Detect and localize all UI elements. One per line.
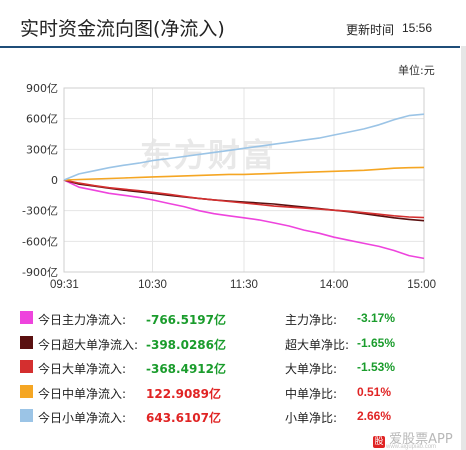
x-tick-label: 11:30 (230, 279, 258, 291)
legend-label: 今日大单净流入: (38, 362, 127, 376)
ratio-value: 2.66% (357, 409, 392, 423)
x-tick-label: 09:31 (50, 279, 79, 291)
logo-mark-icon: 股 (373, 436, 385, 448)
y-tick-label: -600亿 (22, 235, 58, 248)
legend-value: 122.9089亿 (146, 386, 222, 401)
series-layer (63, 113, 425, 260)
legend-swatch (20, 384, 33, 398)
ratio-value: 0.51% (357, 384, 392, 399)
legend-swatch (20, 409, 33, 422)
y-tick-label: 0 (51, 174, 58, 187)
y-tick-label: 300亿 (26, 143, 58, 156)
chart-header: 实时资金流向图(净流入) 更新时间 15:56 (0, 0, 460, 48)
update-time-value: 15:56 (402, 21, 433, 35)
ratio-value: -3.17% (357, 311, 396, 325)
series-line (63, 179, 425, 222)
legend-swatch (20, 335, 33, 349)
series-line (63, 179, 425, 219)
ratio-value: -1.65% (357, 335, 396, 350)
legend-swatch (20, 360, 33, 373)
legend-label: 今日小单净流入: (38, 411, 127, 425)
logo-url: www.aigupiao.com (386, 444, 437, 450)
series-line (63, 179, 425, 260)
legend-value: -766.5197亿 (146, 313, 226, 327)
legend-label: 今日超大单净流入: (38, 337, 139, 352)
y-tick-label: 600亿 (26, 113, 58, 126)
legend-value: -368.4912亿 (146, 362, 226, 376)
y-tick-label: -300亿 (22, 205, 58, 218)
ratio-label: 大单净比: (285, 362, 338, 376)
y-tick-label: 900亿 (26, 82, 58, 95)
watermark-logo: 东方财富 (140, 136, 277, 174)
y-tick-label: -900亿 (22, 266, 58, 279)
chart-title: 实时资金流向图(净流入) (20, 18, 225, 40)
ratio-label: 小单净比: (285, 411, 338, 425)
ratio-value: -1.53% (357, 360, 396, 374)
logo-text: 爱股票APP (389, 432, 453, 447)
unit-label: 单位:元 (398, 64, 435, 77)
update-time-label: 更新时间 (346, 23, 395, 37)
x-tick-label: 15:00 (407, 279, 436, 291)
x-tick-label: 14:00 (320, 279, 349, 291)
aigupiao-logo: 股 爱股票APP (373, 428, 453, 448)
x-tick-label: 10:30 (138, 279, 167, 291)
ratio-label: 中单净比: (285, 386, 338, 401)
legend-label: 今日中单净流入: (38, 386, 127, 401)
legend-label: 今日主力净流入: (38, 313, 127, 327)
legend-value: -398.0286亿 (146, 337, 226, 352)
series-line (63, 166, 425, 181)
ratio-label: 主力净比: (285, 313, 338, 327)
ratio-label: 超大单净比: (285, 337, 350, 352)
legend-swatch (20, 311, 33, 324)
right-panel-edge (461, 46, 466, 450)
legend-value: 643.6107亿 (146, 411, 222, 425)
series-line (63, 113, 425, 181)
